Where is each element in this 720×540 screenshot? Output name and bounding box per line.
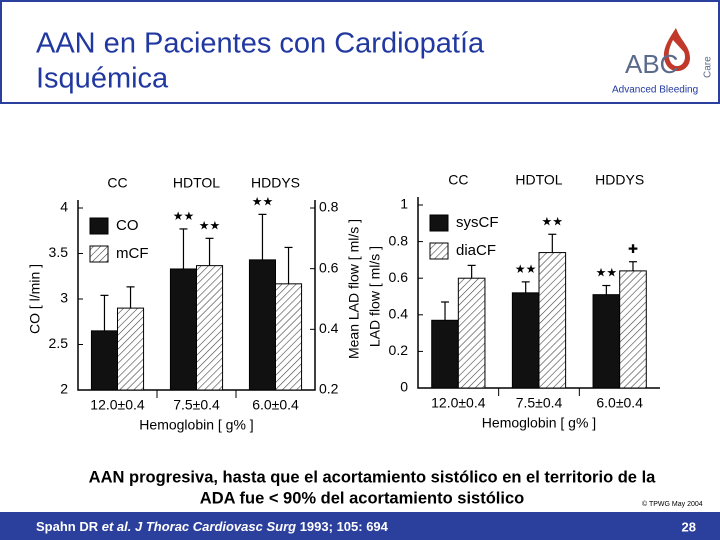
bar <box>169 268 197 391</box>
citation-rest: 1993; 105: 694 <box>296 519 389 534</box>
citation-authors: Spahn DR <box>36 519 102 534</box>
title: AAN en Pacientes con Cardiopatía <box>36 28 485 60</box>
y2-tick-label: 0.2 <box>319 381 339 397</box>
group-label: HDTOL <box>173 175 220 191</box>
x-tick-label: 6.0±0.4 <box>596 395 643 411</box>
y-tick-label: 4 <box>60 199 68 215</box>
group-label: HDDYS <box>251 175 300 191</box>
group-label: HDDYS <box>595 172 644 188</box>
citation: Spahn DR et al. J Thorac Cardiovasc Surg… <box>36 519 389 534</box>
y2-axis-label: Mean LAD flow [ ml/s ] <box>346 219 362 359</box>
body-text: ADA fue < 90% del acortamiento sistólico <box>200 489 524 507</box>
legend-swatch <box>89 245 109 263</box>
bar <box>90 330 118 391</box>
logo-side: Care <box>703 56 714 78</box>
bar <box>196 265 224 391</box>
title: Isquémica <box>36 63 169 95</box>
y-tick-label: 0.2 <box>389 342 409 358</box>
bar <box>457 277 486 389</box>
x-tick-label: 7.5±0.4 <box>173 397 220 413</box>
logo-text: ABC <box>625 49 678 79</box>
x-tick-label: 6.0±0.4 <box>252 397 299 413</box>
y-tick-label: 0.8 <box>389 232 409 248</box>
page-number: 28 <box>682 519 696 534</box>
legend-label: CO <box>116 217 139 234</box>
y2-tick-label: 0.8 <box>319 199 339 215</box>
y-tick-label: 0.4 <box>389 306 409 322</box>
group-label: HDTOL <box>515 172 562 188</box>
group-label: CC <box>107 175 127 191</box>
y-tick-label: 3 <box>60 290 68 306</box>
copyright: © TPWG May 2004 <box>642 500 703 508</box>
bar <box>538 252 567 389</box>
x-tick-label: 7.5±0.4 <box>516 395 563 411</box>
x-tick-label: 12.0±0.4 <box>431 395 486 411</box>
bar <box>431 319 459 389</box>
significance-label: ★★ <box>515 262 537 276</box>
significance-label: ★★ <box>596 266 618 280</box>
bar <box>248 259 276 391</box>
legend-label: sysCF <box>456 214 499 231</box>
bar <box>619 270 647 389</box>
y-axis-label: CO [ l/min ] <box>27 264 43 334</box>
significance-label: ★★ <box>542 214 564 228</box>
x-axis-label: Hemoglobin [ g% ] <box>482 415 596 431</box>
bar <box>117 307 145 391</box>
y2-tick-label: 0.4 <box>319 320 339 336</box>
x-axis-label: Hemoglobin [ g% ] <box>139 417 253 433</box>
legend-swatch <box>429 214 449 232</box>
y-tick-label: 2.5 <box>49 335 69 351</box>
y2-tick-label: 0.6 <box>319 259 339 275</box>
x-tick-label: 12.0±0.4 <box>90 397 145 413</box>
legend-label: diaCF <box>456 242 496 259</box>
legend-swatch <box>429 242 449 260</box>
y-tick-label: 2 <box>60 381 68 397</box>
bar <box>275 283 303 391</box>
y-tick-label: 0.6 <box>389 269 409 285</box>
logo-sub: Advanced Bleeding <box>612 85 698 96</box>
legend-label: mCF <box>116 245 149 262</box>
significance-label: ★★ <box>252 195 274 209</box>
bar <box>511 292 540 389</box>
logo-drop <box>668 40 685 67</box>
group-label: CC <box>448 172 468 188</box>
bar <box>592 294 621 389</box>
significance-label: ✚ <box>628 242 638 256</box>
y-tick-label: 1 <box>400 196 408 212</box>
significance-label: ★★ <box>199 219 221 233</box>
legend-swatch <box>89 217 109 235</box>
body-text: AAN progresiva, hasta que el acortamient… <box>89 468 656 486</box>
y-axis-label: LAD flow [ ml/s ] <box>367 246 383 347</box>
y-tick-label: 0 <box>400 379 408 395</box>
citation-journal: et al. J Thorac Cardiovasc Surg <box>102 519 296 534</box>
footer-bar <box>0 512 720 540</box>
header-frame <box>0 0 720 104</box>
significance-label: ★★ <box>173 209 195 223</box>
y-tick-label: 3.5 <box>49 244 69 260</box>
